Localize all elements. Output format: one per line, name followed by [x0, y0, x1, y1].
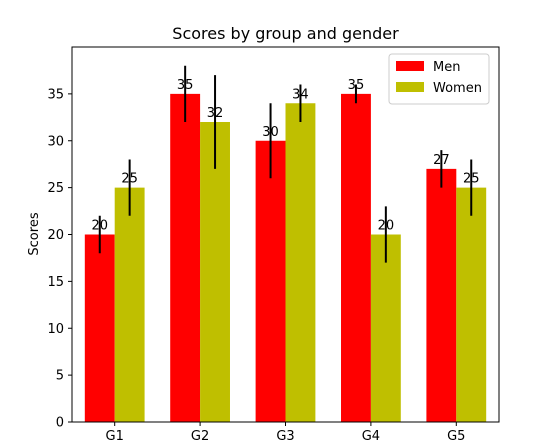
y-tick-label: 5 [56, 369, 64, 384]
y-axis-label: Scores [27, 212, 42, 255]
bar-women-g1 [114, 187, 145, 422]
value-label: 25 [463, 172, 480, 187]
value-label: 25 [121, 172, 138, 187]
value-label: 20 [378, 219, 395, 234]
y-tick-label: 10 [47, 322, 64, 337]
axes-frame [71, 46, 500, 423]
x-tick-label: G3 [276, 429, 294, 444]
x-tick-label: G5 [447, 429, 465, 444]
x-tick-label: G1 [106, 429, 124, 444]
legend-swatch-women [396, 82, 424, 92]
y-tick-label: 0 [56, 416, 64, 431]
bar-women-g2 [200, 122, 230, 422]
legend-label-men: Men [433, 60, 460, 75]
value-label: 30 [262, 125, 279, 140]
x-tick-label: G4 [362, 429, 380, 444]
legend-swatch-men [396, 61, 424, 71]
value-label: 35 [177, 78, 194, 93]
legend-label-women: Women [433, 81, 482, 96]
bar-men-g5 [426, 168, 457, 422]
bar-women-g5 [456, 187, 487, 422]
bar-men-g3 [255, 140, 286, 422]
y-tick-label: 35 [47, 87, 64, 102]
y-tick-label: 30 [47, 134, 64, 149]
chart-title: Scores by group and gender [172, 24, 399, 43]
bar-men-g4 [341, 93, 371, 422]
bar-women-g3 [285, 103, 316, 422]
x-tick-label: G2 [191, 429, 209, 444]
bar-men-g1 [84, 234, 115, 422]
value-label: 34 [292, 87, 309, 102]
value-label: 35 [348, 78, 365, 93]
value-label: 27 [433, 153, 450, 168]
y-tick-label: 20 [47, 228, 64, 243]
y-tick-label: 25 [47, 181, 64, 196]
y-tick-label: 15 [47, 275, 64, 290]
bar-men-g2 [170, 93, 201, 422]
plot-area: 20 35 30 35 27 25 32 34 20 25 0 5 10 15 20 25 30 35 G1 G2 G3… [47, 46, 500, 444]
value-label: 32 [207, 106, 224, 121]
bar-women-g4 [370, 234, 401, 422]
value-label: 20 [91, 219, 108, 234]
